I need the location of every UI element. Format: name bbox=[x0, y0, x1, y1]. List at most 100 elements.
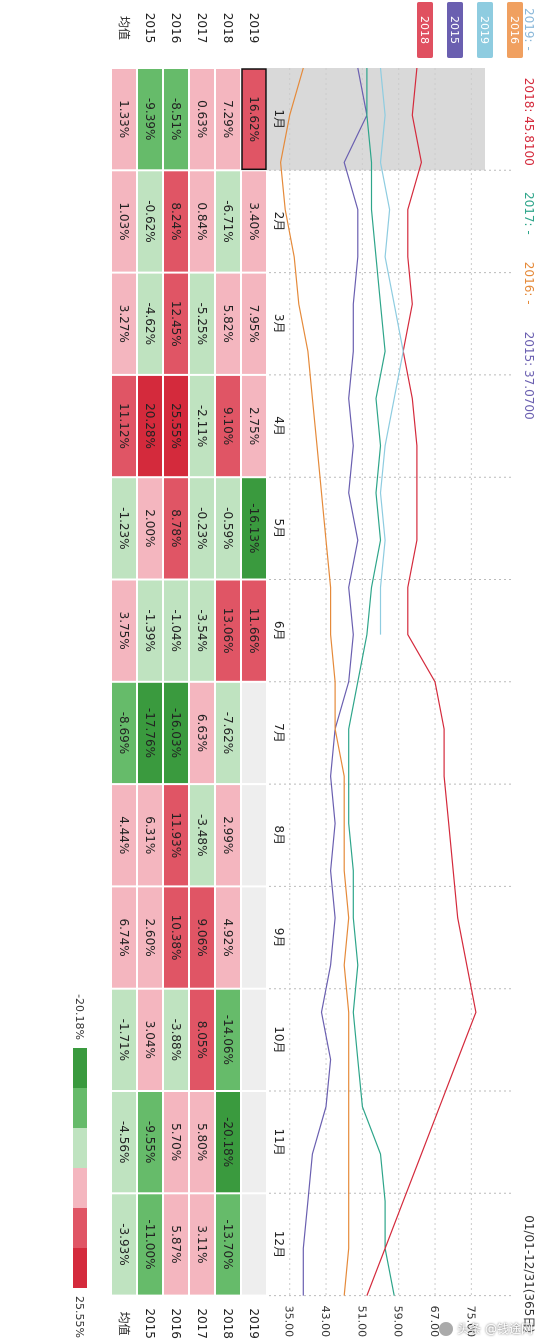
table-cell bbox=[112, 171, 136, 272]
color-scale-segment bbox=[73, 1128, 87, 1168]
y-tick-label: 59.00 bbox=[392, 1306, 405, 1338]
series-line-2017 bbox=[348, 68, 395, 1296]
table-cell-value: 25.55% bbox=[169, 403, 183, 449]
table-cell-value: -0.23% bbox=[195, 507, 209, 549]
table-cell bbox=[216, 989, 240, 1091]
table-cell-value: 12.45% bbox=[169, 301, 183, 347]
row-label-right: 2018 bbox=[221, 1308, 235, 1339]
marker-label-2016: 2016 bbox=[508, 16, 521, 44]
table-cell bbox=[164, 69, 188, 170]
table-cell bbox=[164, 375, 188, 477]
color-scale-segment bbox=[73, 1048, 87, 1088]
marker-label-2019: 2019 bbox=[478, 16, 491, 44]
legend-item-2: 2017: - bbox=[522, 192, 536, 235]
table-cell-value: -1.39% bbox=[143, 609, 157, 651]
selected-cell-outline bbox=[241, 68, 267, 171]
table-cell bbox=[216, 887, 240, 988]
table-cell-value: 0.63% bbox=[195, 100, 209, 138]
table-cell-value: -1.71% bbox=[117, 1019, 131, 1061]
table-cell bbox=[112, 478, 136, 579]
table-cell-value: -5.25% bbox=[195, 303, 209, 345]
table-cell bbox=[242, 580, 266, 681]
marker-tag-2016 bbox=[507, 2, 523, 58]
table-cell-value: 5.82% bbox=[221, 305, 235, 343]
table-cell bbox=[216, 273, 240, 374]
table-cell-value: 8.78% bbox=[169, 509, 183, 547]
legend-item-0: 2019: - bbox=[522, 8, 536, 51]
table-cell-value: 4.92% bbox=[221, 918, 235, 956]
table-cell-value: 0.84% bbox=[195, 202, 209, 240]
table-cell-value: 11.12% bbox=[117, 403, 131, 449]
month-label: 5月 bbox=[272, 519, 286, 539]
month-label: 9月 bbox=[272, 928, 286, 948]
table-cell bbox=[190, 478, 214, 579]
table-cell-value: 11.66% bbox=[247, 608, 261, 654]
row-label-right: 2017 bbox=[195, 1308, 209, 1339]
table-cell-value: 11.93% bbox=[169, 812, 183, 858]
table-cell-value: 13.06% bbox=[221, 608, 235, 654]
table-cell-value: 1.33% bbox=[117, 100, 131, 138]
table-cell-value: -3.48% bbox=[195, 814, 209, 856]
jan-highlight bbox=[267, 68, 485, 171]
table-cell-value: 16.62% bbox=[247, 96, 261, 142]
table-cell-value: -2.11% bbox=[195, 405, 209, 447]
table-cell bbox=[138, 375, 162, 477]
table-cell bbox=[138, 580, 162, 681]
table-cell-value: 9.10% bbox=[221, 407, 235, 445]
table-cell-value: 2.99% bbox=[221, 816, 235, 854]
table-cell-value: 3.27% bbox=[117, 305, 131, 343]
table-cell-value: 5.87% bbox=[169, 1225, 183, 1263]
table-cell bbox=[242, 1194, 266, 1295]
table-cell bbox=[242, 989, 266, 1091]
table-cell-value: 8.24% bbox=[169, 202, 183, 240]
row-label: 2016 bbox=[169, 13, 183, 44]
month-label: 2月 bbox=[272, 212, 286, 232]
marker-label-2015: 2015 bbox=[448, 16, 461, 44]
table-cell bbox=[164, 989, 188, 1091]
color-scale-segment bbox=[73, 1168, 87, 1208]
series-line-2019 bbox=[379, 67, 404, 635]
table-cell-value: -16.03% bbox=[169, 708, 183, 758]
series-line-2016 bbox=[279, 67, 350, 1296]
series-line-2018 bbox=[366, 67, 477, 1296]
table-cell-value: 1.03% bbox=[117, 202, 131, 240]
table-cell bbox=[112, 989, 136, 1091]
table-cell-value: -9.39% bbox=[143, 98, 157, 140]
legend-item-4: 2015: 37.0700 bbox=[522, 332, 536, 420]
table-cell bbox=[138, 478, 162, 579]
month-label: 11月 bbox=[272, 1129, 286, 1156]
y-tick-label: 43.00 bbox=[319, 1306, 332, 1338]
table-cell bbox=[216, 1092, 240, 1193]
table-cell-value: 5.70% bbox=[169, 1123, 183, 1161]
table-cell bbox=[138, 682, 162, 784]
table-cell-value: 3.11% bbox=[195, 1225, 209, 1263]
table-cell bbox=[138, 1092, 162, 1193]
marker-tag-2019 bbox=[477, 2, 493, 58]
table-cell bbox=[138, 887, 162, 988]
row-label: 2015 bbox=[143, 13, 157, 44]
row-label-right: 2015 bbox=[143, 1308, 157, 1339]
table-cell bbox=[164, 682, 188, 784]
table-cell bbox=[242, 887, 266, 988]
marker-label-2018: 2018 bbox=[418, 16, 431, 44]
table-cell bbox=[112, 1092, 136, 1193]
table-cell-value: -8.51% bbox=[169, 98, 183, 140]
table-cell bbox=[216, 1194, 240, 1295]
row-label: 2019 bbox=[247, 13, 261, 44]
table-cell-value: -9.55% bbox=[143, 1121, 157, 1163]
table-cell bbox=[216, 375, 240, 477]
month-label: 8月 bbox=[272, 825, 286, 845]
table-cell-value: 2.75% bbox=[247, 407, 261, 445]
month-label: 3月 bbox=[272, 314, 286, 334]
table-cell bbox=[242, 69, 266, 170]
table-cell bbox=[242, 171, 266, 272]
table-cell-value: -1.23% bbox=[117, 507, 131, 549]
table-cell bbox=[190, 989, 214, 1091]
date-range: 01/01-12/31(365日) bbox=[522, 1215, 536, 1333]
table-cell bbox=[164, 887, 188, 988]
table-cell bbox=[190, 887, 214, 988]
table-cell bbox=[164, 785, 188, 886]
table-cell-value: 3.40% bbox=[247, 202, 261, 240]
table-cell bbox=[190, 1092, 214, 1193]
table-cell bbox=[216, 682, 240, 784]
